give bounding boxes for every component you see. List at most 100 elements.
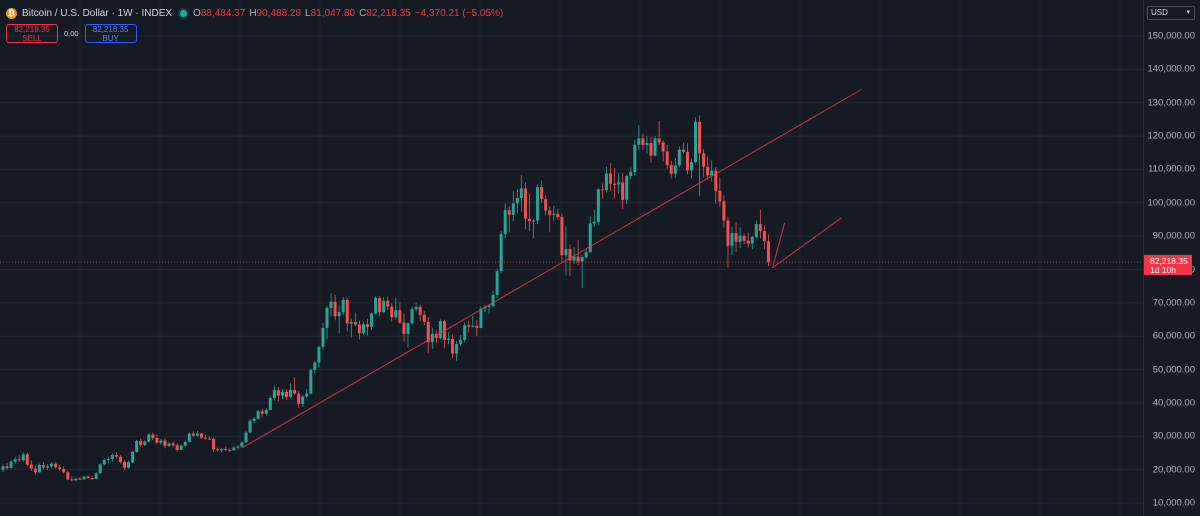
symbol-title[interactable]: Bitcoin / U.S. Dollar · 1W · INDEX xyxy=(22,7,173,19)
candle xyxy=(155,434,159,444)
candle-body xyxy=(600,189,604,191)
axis-tick-label: 60,000.00 xyxy=(1152,330,1195,342)
candle-body xyxy=(451,338,455,354)
candle xyxy=(600,183,604,199)
candle xyxy=(580,254,584,289)
candle xyxy=(54,461,58,469)
candle xyxy=(224,446,228,451)
candle xyxy=(681,142,685,154)
candle xyxy=(511,190,515,222)
candle-body xyxy=(758,224,762,232)
candle xyxy=(378,296,382,317)
candle xyxy=(187,432,191,443)
change-value: −4,370.21 (−5.05%) xyxy=(414,7,504,19)
candle-body xyxy=(507,210,511,215)
candle-body xyxy=(742,235,746,241)
sell-button[interactable]: 82,218.35 SELL xyxy=(6,24,58,43)
candle xyxy=(548,206,552,233)
candle-body xyxy=(499,234,503,272)
candle-body xyxy=(135,440,139,452)
candle-body xyxy=(147,434,151,442)
candle-body xyxy=(110,454,114,459)
candle-body xyxy=(297,393,301,404)
candle-body xyxy=(576,256,580,262)
candlestick-chart[interactable] xyxy=(0,0,1143,516)
candle xyxy=(276,387,280,402)
candle-body xyxy=(21,454,25,461)
candle-body xyxy=(475,325,479,328)
candle-body xyxy=(260,411,264,414)
candle-body xyxy=(74,478,78,481)
candle-body xyxy=(677,149,681,166)
candle xyxy=(228,448,232,452)
candle-body xyxy=(503,210,507,235)
currency-select[interactable]: USD ▾ xyxy=(1147,6,1195,20)
buy-button[interactable]: 82,218.35 BUY xyxy=(84,24,137,43)
price-tag-value: 82,218.35 xyxy=(1150,256,1188,267)
candle-body xyxy=(183,441,187,446)
candle-body xyxy=(329,301,333,308)
candle-body xyxy=(293,389,297,394)
candle xyxy=(212,437,216,452)
price-axis[interactable]: USD ▾ 150,000.00 140,000.00 130,000.00 120,… xyxy=(1143,0,1200,516)
candle xyxy=(402,314,406,342)
candle xyxy=(62,466,66,474)
candle xyxy=(621,173,625,209)
candle-body xyxy=(532,220,536,222)
candle-body xyxy=(82,476,86,480)
candle-body xyxy=(155,437,159,443)
candle-body xyxy=(171,443,175,446)
candle-body xyxy=(353,321,357,325)
candle-body xyxy=(523,188,527,219)
candle-body xyxy=(548,210,552,215)
drawings[interactable] xyxy=(241,88,862,449)
candle xyxy=(758,209,762,239)
candle-body xyxy=(754,224,758,238)
chart-area[interactable]: ₿ Bitcoin / U.S. Dollar · 1W · INDEX O 8… xyxy=(0,0,1143,516)
trendline[interactable] xyxy=(772,222,786,268)
candle-body xyxy=(714,170,718,191)
candle-body xyxy=(621,182,625,200)
candle xyxy=(604,166,608,193)
candle-body xyxy=(94,473,98,479)
candle-body xyxy=(519,188,523,199)
candle-body xyxy=(70,479,74,481)
trendline[interactable] xyxy=(772,217,842,269)
candle xyxy=(66,470,70,480)
candle xyxy=(102,458,106,466)
candle xyxy=(70,476,74,482)
candle-body xyxy=(276,390,280,396)
candle xyxy=(629,167,633,180)
candle xyxy=(584,249,588,260)
buy-price: 82,218.35 xyxy=(92,25,129,34)
candle-body xyxy=(766,241,770,263)
candle xyxy=(702,149,706,178)
candle xyxy=(447,332,450,345)
candle-body xyxy=(718,190,722,202)
candle-body xyxy=(357,324,361,334)
axis-tick-label: 100,000.00 xyxy=(1147,197,1195,209)
candle-body xyxy=(195,433,199,436)
candle-body xyxy=(556,213,560,218)
candle xyxy=(641,133,645,150)
market-status-icon[interactable] xyxy=(180,9,188,17)
candle xyxy=(366,318,369,336)
candle xyxy=(46,463,50,471)
candle xyxy=(726,217,730,268)
candle-body xyxy=(337,312,341,317)
candle xyxy=(734,222,738,253)
candle-body xyxy=(252,418,256,421)
candle xyxy=(491,290,495,308)
candle xyxy=(353,312,357,327)
candle xyxy=(98,463,102,474)
candle-body xyxy=(204,437,207,439)
candle xyxy=(418,304,422,322)
candle xyxy=(361,321,365,335)
candle xyxy=(455,340,459,361)
candle-body xyxy=(106,458,110,460)
trendline[interactable] xyxy=(241,88,862,449)
candle xyxy=(762,225,766,250)
candle xyxy=(94,472,98,480)
candle xyxy=(341,297,345,315)
candle xyxy=(463,322,467,343)
